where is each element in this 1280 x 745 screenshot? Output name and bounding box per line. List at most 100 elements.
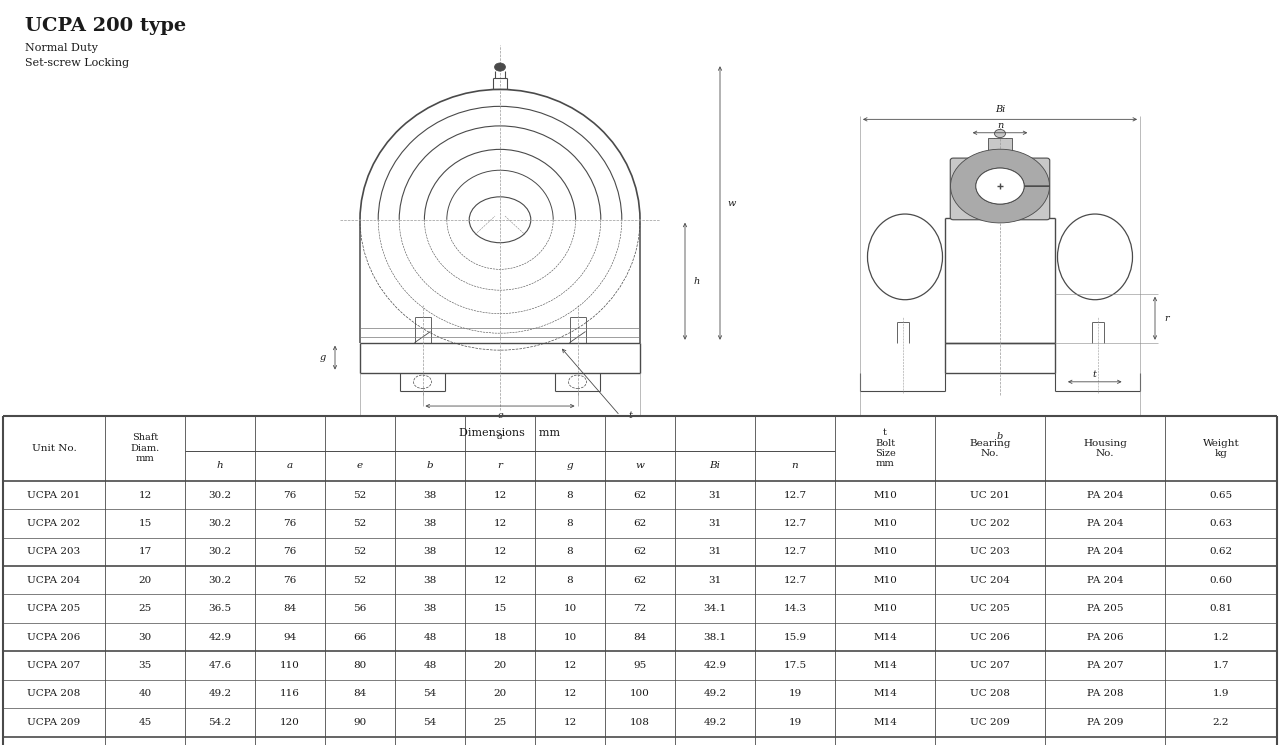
- Text: UCPA 201: UCPA 201: [27, 490, 81, 499]
- Text: 2.2: 2.2: [1212, 718, 1229, 727]
- Text: 47.6: 47.6: [209, 661, 232, 670]
- Text: 17.5: 17.5: [783, 661, 806, 670]
- Text: 18: 18: [493, 633, 507, 641]
- Text: 110: 110: [280, 661, 300, 670]
- Text: 52: 52: [353, 490, 366, 499]
- Text: 38: 38: [424, 576, 436, 585]
- Bar: [988, 138, 1012, 160]
- Text: 45: 45: [138, 718, 151, 727]
- Text: a: a: [287, 461, 293, 470]
- Text: 12: 12: [493, 519, 507, 528]
- Text: t: t: [1093, 370, 1097, 379]
- Text: M10: M10: [873, 576, 897, 585]
- Text: 25: 25: [138, 604, 151, 613]
- Text: 38: 38: [424, 490, 436, 499]
- Text: 36.5: 36.5: [209, 604, 232, 613]
- Text: 31: 31: [708, 490, 722, 499]
- Text: 17: 17: [138, 548, 151, 557]
- Text: UC 208: UC 208: [970, 689, 1010, 698]
- Text: 49.2: 49.2: [704, 718, 727, 727]
- Text: 12: 12: [563, 689, 576, 698]
- Ellipse shape: [1057, 214, 1133, 299]
- Text: PA 208: PA 208: [1087, 689, 1124, 698]
- Text: 30.2: 30.2: [209, 548, 232, 557]
- Text: UCPA 206: UCPA 206: [27, 633, 81, 641]
- Text: 20: 20: [493, 661, 507, 670]
- Text: UC 204: UC 204: [970, 576, 1010, 585]
- Text: PA 204: PA 204: [1087, 548, 1124, 557]
- Ellipse shape: [868, 214, 942, 299]
- Circle shape: [975, 168, 1024, 204]
- Text: 12.7: 12.7: [783, 576, 806, 585]
- Text: 38: 38: [424, 548, 436, 557]
- Text: 72: 72: [634, 604, 646, 613]
- Text: 76: 76: [283, 548, 297, 557]
- Text: 10: 10: [563, 633, 576, 641]
- Text: UCPA 207: UCPA 207: [27, 661, 81, 670]
- Text: 12: 12: [493, 548, 507, 557]
- Text: M10: M10: [873, 548, 897, 557]
- Text: UC 203: UC 203: [970, 548, 1010, 557]
- Text: 31: 31: [708, 519, 722, 528]
- Text: 49.2: 49.2: [704, 689, 727, 698]
- Circle shape: [494, 63, 506, 71]
- Text: 12: 12: [563, 718, 576, 727]
- Text: 38: 38: [424, 604, 436, 613]
- Text: h: h: [216, 461, 223, 470]
- Text: 8: 8: [567, 576, 573, 585]
- Text: PA 209: PA 209: [1087, 718, 1124, 727]
- Text: M10: M10: [873, 604, 897, 613]
- Text: g: g: [567, 461, 573, 470]
- Text: w: w: [728, 198, 736, 208]
- Text: 31: 31: [708, 548, 722, 557]
- Text: g: g: [320, 353, 326, 362]
- Text: UC 207: UC 207: [970, 661, 1010, 670]
- Text: 54: 54: [424, 718, 436, 727]
- Text: 38: 38: [424, 519, 436, 528]
- Text: 8: 8: [567, 548, 573, 557]
- Circle shape: [995, 130, 1006, 138]
- Text: 8: 8: [567, 490, 573, 499]
- Text: 95: 95: [634, 661, 646, 670]
- Text: 35: 35: [138, 661, 151, 670]
- Text: e: e: [357, 461, 364, 470]
- Text: r: r: [498, 461, 503, 470]
- Text: 14.3: 14.3: [783, 604, 806, 613]
- Text: 80: 80: [353, 661, 366, 670]
- Text: 40: 40: [138, 689, 151, 698]
- Text: 49.2: 49.2: [209, 689, 232, 698]
- Text: 52: 52: [353, 519, 366, 528]
- Text: 0.63: 0.63: [1210, 519, 1233, 528]
- Text: 120: 120: [280, 718, 300, 727]
- Text: 48: 48: [424, 633, 436, 641]
- Text: M14: M14: [873, 661, 897, 670]
- Text: 20: 20: [493, 689, 507, 698]
- Polygon shape: [951, 149, 1050, 223]
- Text: 20: 20: [138, 576, 151, 585]
- Text: 10: 10: [563, 604, 576, 613]
- Text: UC 205: UC 205: [970, 604, 1010, 613]
- Text: 12.7: 12.7: [783, 519, 806, 528]
- Text: 42.9: 42.9: [704, 661, 727, 670]
- Text: 100: 100: [630, 689, 650, 698]
- Text: 0.81: 0.81: [1210, 604, 1233, 613]
- Text: UC 209: UC 209: [970, 718, 1010, 727]
- Text: 76: 76: [283, 490, 297, 499]
- Text: 1.9: 1.9: [1212, 689, 1229, 698]
- Text: Housing
No.: Housing No.: [1083, 439, 1126, 458]
- Text: 15: 15: [138, 519, 151, 528]
- Text: PA 204: PA 204: [1087, 576, 1124, 585]
- Text: Normal Duty: Normal Duty: [26, 43, 97, 54]
- Text: 12: 12: [138, 490, 151, 499]
- Text: h: h: [694, 276, 700, 286]
- Text: 1.7: 1.7: [1212, 661, 1229, 670]
- Text: 52: 52: [353, 548, 366, 557]
- Text: 38.1: 38.1: [704, 633, 727, 641]
- Text: 62: 62: [634, 519, 646, 528]
- Text: 19: 19: [788, 718, 801, 727]
- Text: n: n: [792, 461, 799, 470]
- Text: 56: 56: [353, 604, 366, 613]
- Text: 34.1: 34.1: [704, 604, 727, 613]
- Text: 62: 62: [634, 548, 646, 557]
- Text: 76: 76: [283, 576, 297, 585]
